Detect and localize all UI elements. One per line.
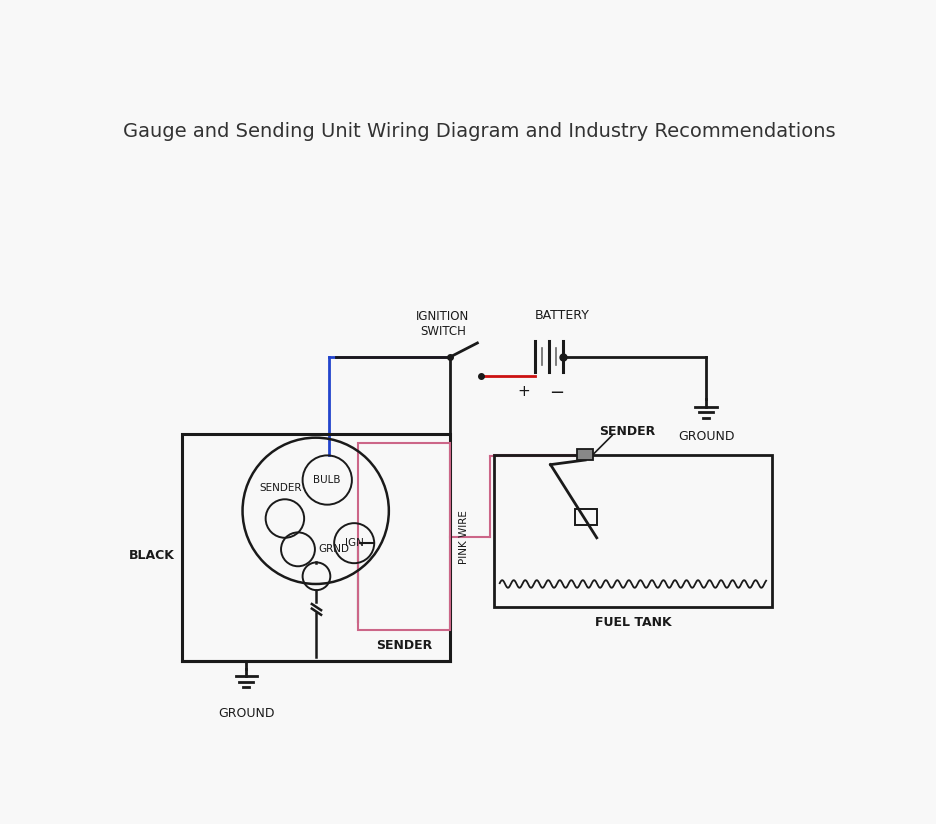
Text: GROUND: GROUND: [218, 707, 274, 720]
Text: FUEL TANK: FUEL TANK: [594, 616, 671, 630]
Text: BULB: BULB: [314, 475, 341, 485]
Text: −: −: [549, 384, 564, 402]
Bar: [493, 455, 772, 607]
Text: SENDER: SENDER: [599, 424, 655, 438]
Text: BLACK: BLACK: [129, 549, 175, 562]
Bar: [358, 443, 450, 630]
Bar: [183, 433, 450, 661]
Text: SENDER: SENDER: [260, 483, 302, 493]
Text: Gauge and Sending Unit Wiring Diagram and Industry Recommendations: Gauge and Sending Unit Wiring Diagram an…: [124, 122, 836, 141]
Text: PINK WIRE: PINK WIRE: [460, 510, 469, 564]
Text: IGNITION
SWITCH: IGNITION SWITCH: [417, 310, 469, 338]
Text: IGN: IGN: [344, 538, 363, 548]
Text: +: +: [518, 384, 530, 399]
Text: GRND: GRND: [319, 545, 350, 555]
Text: SENDER: SENDER: [376, 639, 432, 653]
Bar: [578, 449, 592, 460]
Text: GROUND: GROUND: [678, 430, 735, 443]
Text: BATTERY: BATTERY: [534, 309, 590, 322]
Bar: [576, 508, 597, 526]
